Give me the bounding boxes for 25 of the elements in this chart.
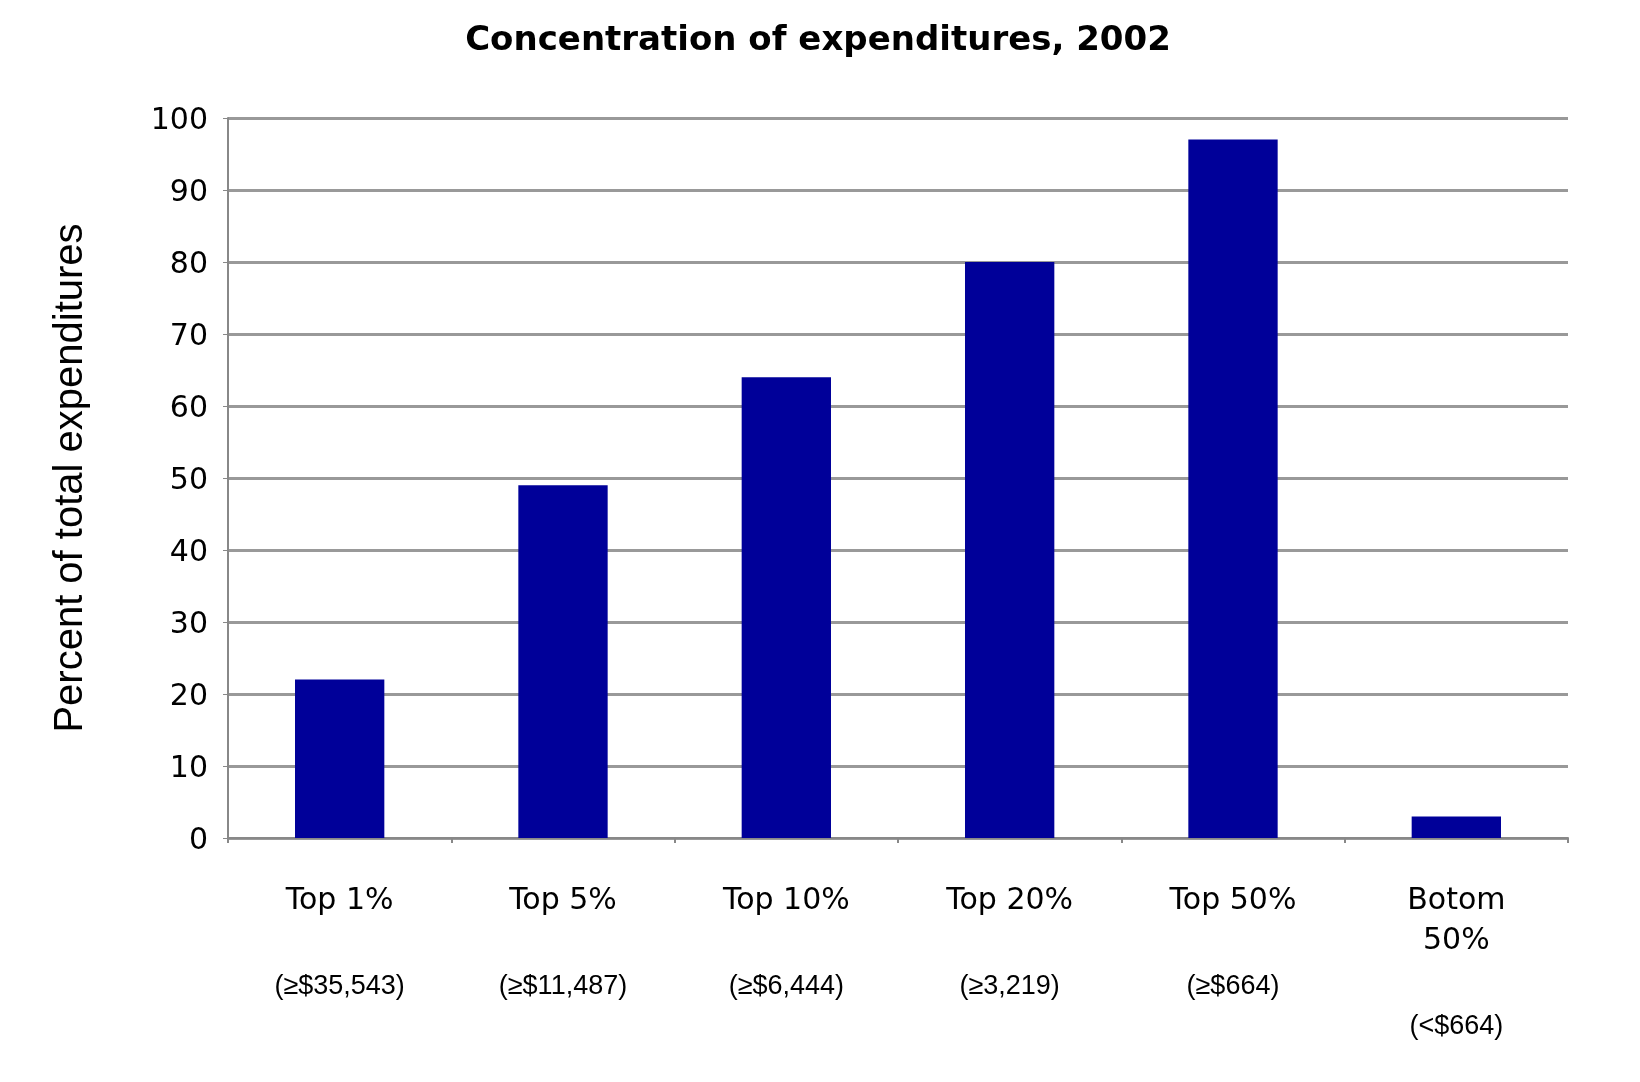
bar <box>1411 816 1501 838</box>
y-tick-label: 70 <box>169 316 208 352</box>
bar <box>295 679 385 838</box>
category-label: Top 1% (≥$35,543) <box>274 880 405 1000</box>
y-tick-label: 90 <box>169 172 208 208</box>
category-label: Top 20% (≥3,219) <box>946 880 1074 1000</box>
category-label: Top 5% (≥$11,487) <box>498 880 628 1000</box>
bar <box>965 262 1055 838</box>
y-tick-label: 20 <box>169 676 208 712</box>
y-tick-label: 100 <box>150 100 208 136</box>
chart-title: Concentration of expenditures, 2002 <box>465 18 1171 58</box>
bar <box>741 377 831 838</box>
y-tick-label: 40 <box>169 532 208 568</box>
y-tick-label: 80 <box>169 244 208 280</box>
category-label: Top 50% (≥$664) <box>1169 880 1297 1000</box>
bar <box>518 485 608 838</box>
y-axis-title: Percent of total expenditures <box>46 223 90 733</box>
category-label: Top 10% (≥$6,444) <box>722 880 850 1000</box>
y-tick-label: 50 <box>169 460 208 496</box>
y-tick-label: 0 <box>188 820 208 856</box>
bar <box>1188 139 1278 838</box>
y-tick-label: 60 <box>169 388 208 424</box>
category-label: Botom 50% (<$664) <box>1407 880 1506 1040</box>
y-tick-label: 10 <box>169 748 208 784</box>
y-tick-label: 30 <box>169 604 208 640</box>
